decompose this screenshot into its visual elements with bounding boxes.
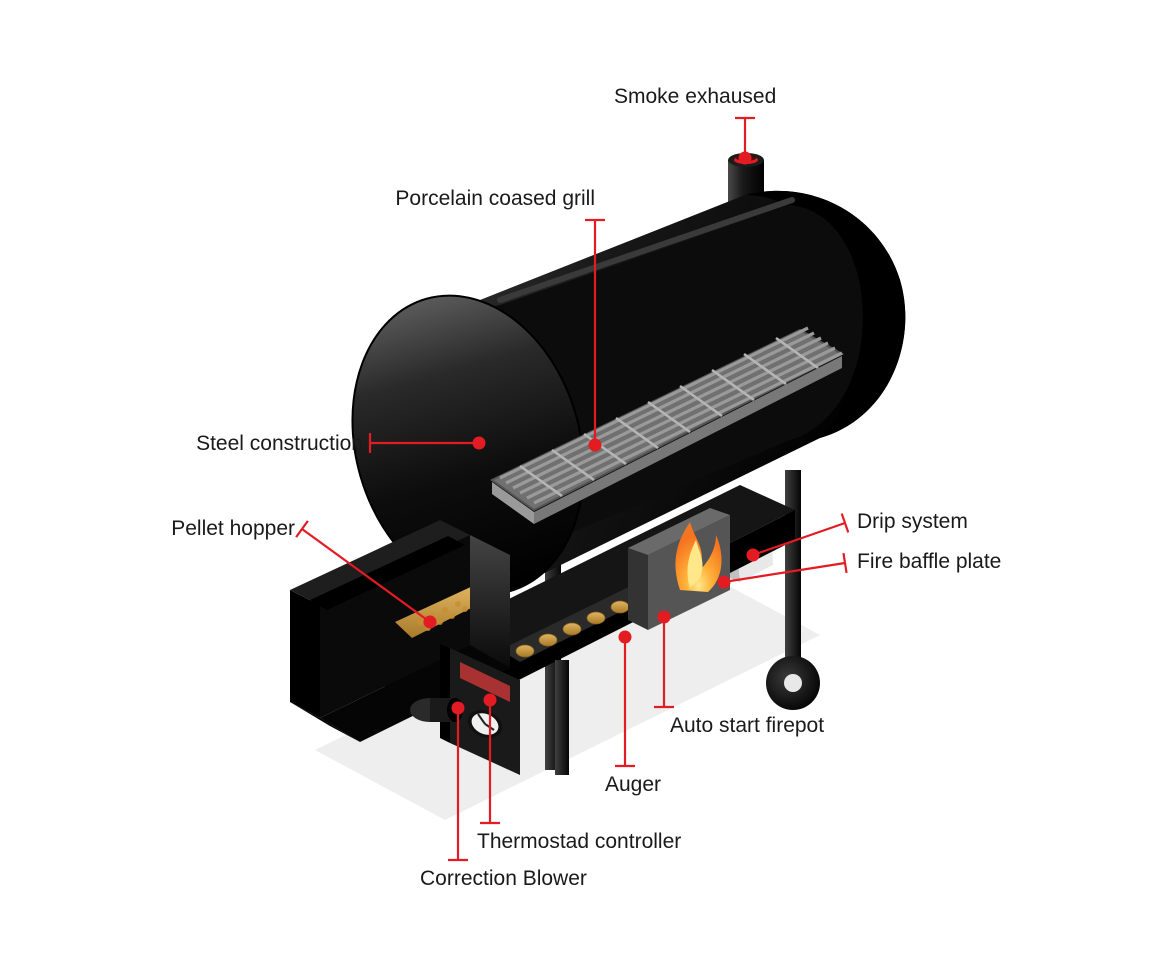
callout-label-hopper: Pellet hopper <box>171 517 295 540</box>
callout-dot-baffle <box>718 576 731 589</box>
callout-dot-steel <box>473 437 486 450</box>
callout-dot-thermostat <box>484 694 497 707</box>
callout-cap-baffle <box>843 553 846 573</box>
callout-cap-hopper <box>296 521 308 537</box>
callout-label-drip: Drip system <box>857 510 968 533</box>
callout-label-baffle: Fire baffle plate <box>857 550 1001 573</box>
callout-label-grill: Porcelain coased grill <box>395 187 595 210</box>
grill-diagram: Smoke exhaused Porcelain coased grill Stee… <box>0 0 1176 980</box>
callout-dot-hopper <box>424 616 437 629</box>
callout-label-auger: Auger <box>605 773 661 796</box>
callout-dot-drip <box>747 549 760 562</box>
callout-dot-smoke <box>739 152 752 165</box>
wheel-back <box>766 656 820 710</box>
callout-label-steel: Steel construction <box>196 432 363 455</box>
callout-label-firepot: Auto start firepot <box>670 714 824 737</box>
callout-dot-auger <box>619 631 632 644</box>
callout-label-thermostat: Thermostad controller <box>477 830 681 853</box>
callout-dot-grill <box>589 439 602 452</box>
callout-dot-firepot <box>658 611 671 624</box>
callout-label-blower: Correction Blower <box>420 867 587 890</box>
callout-label-smoke: Smoke exhaused <box>614 85 776 108</box>
callout-dot-blower <box>452 702 465 715</box>
leg-front <box>555 660 569 775</box>
